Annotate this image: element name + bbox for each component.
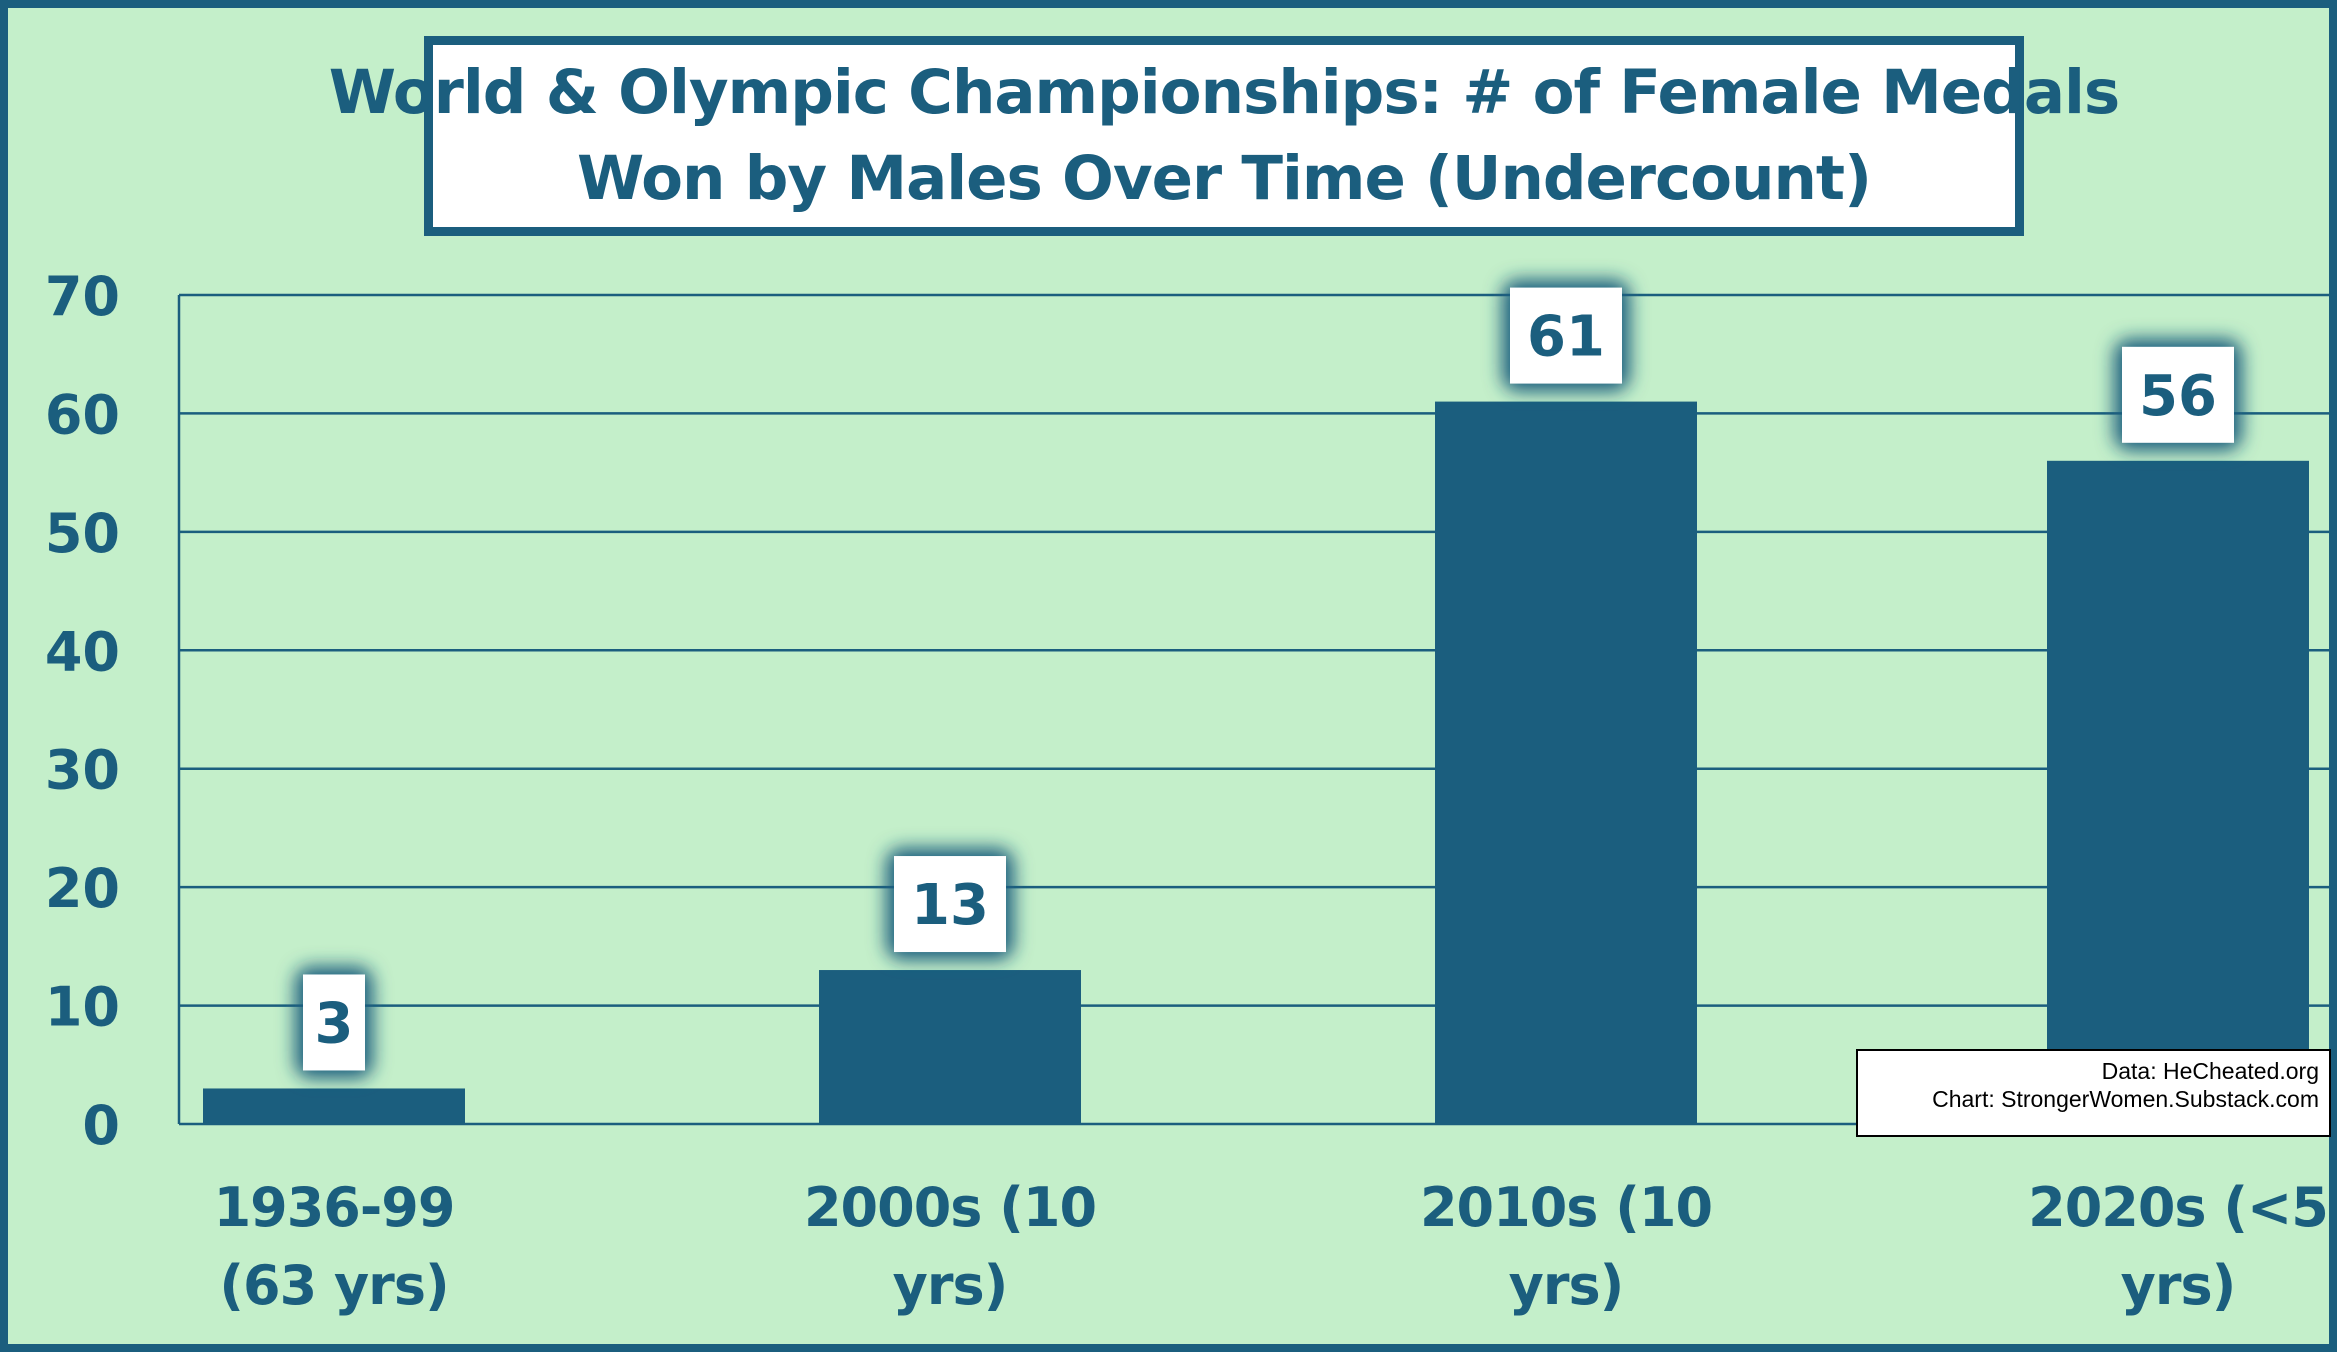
x-category-label: 2010s (10: [1420, 1176, 1712, 1239]
x-category-label: 2000s (10: [804, 1176, 1096, 1239]
y-tick-label: 60: [45, 383, 120, 446]
data-label: 56: [2139, 364, 2217, 429]
chart-title-line-2: Won by Males Over Time (Undercount): [577, 143, 1872, 214]
data-label: 3: [315, 991, 354, 1056]
y-tick-label: 50: [45, 502, 120, 565]
y-tick-label: 70: [45, 265, 120, 328]
x-category-label: yrs): [893, 1254, 1008, 1317]
data-label: 61: [1527, 305, 1605, 370]
data-label-box: [1510, 287, 1622, 384]
chart-title-line-1: World & Olympic Championships: # of Fema…: [328, 57, 2120, 128]
x-category-label: (63 yrs): [219, 1254, 448, 1317]
data-label-box: [303, 974, 365, 1071]
y-tick-label: 40: [45, 620, 120, 683]
y-tick-label: 0: [82, 1094, 120, 1157]
data-label-box: [2122, 346, 2234, 443]
y-tick-label: 20: [45, 857, 120, 920]
x-category-label: 1936-99: [214, 1176, 455, 1239]
bar: [1435, 401, 1697, 1125]
x-category-label: 2020s (<5: [2028, 1176, 2328, 1239]
x-category-label: yrs): [1509, 1254, 1624, 1317]
chart-title-box: World & Olympic Championships: # of Fema…: [329, 36, 2120, 236]
credit-data-source: Data: HeCheated.org: [2101, 1058, 2319, 1084]
x-category-label: yrs): [2121, 1254, 2236, 1317]
bar: [203, 1088, 465, 1124]
data-label: 13: [911, 873, 989, 938]
y-tick-label: 30: [45, 739, 120, 802]
bar: [819, 970, 1081, 1124]
credits-box: Data: HeCheated.org Chart: StrongerWomen…: [1856, 1049, 2331, 1137]
credit-chart-source: Chart: StrongerWomen.Substack.com: [1932, 1086, 2319, 1112]
bar-chart: 0 10 20 30 40 50 60 70 3 13 61 56 1936-99 (63 yrs) 200…: [45, 265, 2337, 1317]
data-label-box: [894, 856, 1006, 953]
y-tick-label: 10: [45, 976, 120, 1039]
bar: [2047, 460, 2309, 1124]
